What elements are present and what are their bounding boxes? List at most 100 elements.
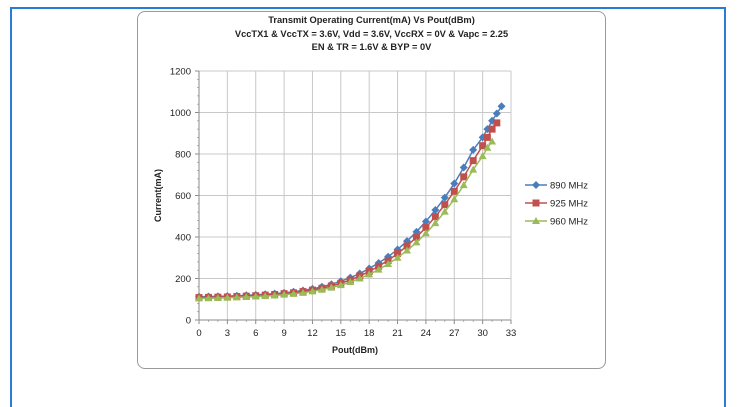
data-point xyxy=(469,157,477,165)
x-tick-label: 30 xyxy=(477,328,488,339)
data-point xyxy=(327,283,336,291)
legend: 890 MHz 925 MHz 960 MHz xyxy=(525,181,588,228)
data-point xyxy=(213,294,222,302)
data-point xyxy=(479,142,487,150)
series-line xyxy=(198,122,498,299)
data-point xyxy=(365,270,374,278)
y-tick-label: 200 xyxy=(175,274,191,285)
data-point xyxy=(289,289,298,297)
data-point xyxy=(459,181,468,189)
x-tick-label: 15 xyxy=(336,328,347,339)
data-point xyxy=(299,288,307,296)
series-line xyxy=(198,141,493,300)
data-point xyxy=(270,291,279,299)
data-point xyxy=(431,206,440,215)
data-point xyxy=(393,253,402,261)
data-point xyxy=(440,207,449,215)
data-point xyxy=(261,292,270,300)
x-tick-label: 0 xyxy=(196,328,201,339)
legend-item: 890 MHz xyxy=(525,181,588,192)
data-point xyxy=(497,102,506,111)
x-tick-label: 24 xyxy=(421,328,432,339)
data-point xyxy=(450,187,458,195)
data-point xyxy=(421,229,430,237)
data-point xyxy=(493,119,501,127)
data-point xyxy=(441,201,449,209)
x-tick-label: 9 xyxy=(281,328,286,339)
data-point xyxy=(412,238,421,246)
legend-marker xyxy=(532,181,540,189)
legend-marker xyxy=(532,199,540,207)
x-tick-label: 33 xyxy=(506,328,517,339)
data-point xyxy=(460,173,468,181)
legend-item: 960 MHz xyxy=(525,217,588,228)
data-point xyxy=(403,242,411,250)
legend-label: 960 MHz xyxy=(550,217,588,228)
data-point xyxy=(346,278,355,286)
data-point xyxy=(317,285,326,293)
data-point xyxy=(459,163,468,172)
data-point xyxy=(242,292,251,300)
data-point xyxy=(483,133,491,141)
data-point xyxy=(412,233,420,241)
y-tick-label: 600 xyxy=(175,191,191,202)
data-point xyxy=(403,246,411,254)
chart-svg: 0 3 6 9 12 15 18 21 24 27 30 33 0 200 400 600 800 1000 12… xyxy=(153,67,588,356)
data-point xyxy=(355,274,364,282)
data-point xyxy=(308,287,317,295)
data-point xyxy=(469,165,478,173)
x-tick-label: 27 xyxy=(449,328,460,339)
series-960-mhz xyxy=(195,137,497,302)
y-axis-label: Current(mA) xyxy=(153,169,163,222)
data-point xyxy=(450,179,459,188)
series-group xyxy=(195,102,506,302)
legend-item: 925 MHz xyxy=(525,199,588,210)
x-tick-label: 3 xyxy=(225,328,230,339)
x-tick-labels: 0 3 6 9 12 15 18 21 24 27 30 33 xyxy=(196,328,516,339)
data-point xyxy=(374,265,383,273)
data-point xyxy=(431,213,439,221)
x-axis-label: Pout(dBm) xyxy=(332,345,378,355)
x-tick-label: 21 xyxy=(392,328,403,339)
data-point xyxy=(488,125,496,133)
data-point xyxy=(469,145,478,154)
x-tick-label: 6 xyxy=(253,328,258,339)
y-tick-labels: 0 200 400 600 800 1000 1200 xyxy=(170,67,191,327)
y-tick-label: 400 xyxy=(175,233,191,244)
chart-title-line-2: VccTX1 & VccTX = 3.6V, Vdd = 3.6V, VccRX… xyxy=(234,28,509,39)
x-tick-label: 18 xyxy=(364,328,375,339)
data-point xyxy=(422,223,430,231)
data-point xyxy=(223,293,232,301)
data-point xyxy=(492,109,501,118)
y-tick-label: 800 xyxy=(175,150,191,161)
page-frame xyxy=(10,7,726,407)
legend-label: 925 MHz xyxy=(550,199,588,210)
data-point xyxy=(195,294,203,302)
data-point xyxy=(440,193,449,202)
data-point xyxy=(280,290,289,298)
data-point xyxy=(478,152,487,160)
data-point xyxy=(251,292,260,300)
data-point xyxy=(450,195,459,203)
data-point xyxy=(394,250,402,258)
data-point xyxy=(488,137,497,145)
data-point xyxy=(232,293,241,301)
data-point xyxy=(336,281,345,289)
y-tick-label: 1000 xyxy=(170,108,191,119)
series-890-mhz xyxy=(195,102,506,301)
data-point xyxy=(204,294,213,302)
y-tick-label: 1200 xyxy=(170,67,191,78)
gridlines xyxy=(199,70,512,320)
data-point xyxy=(384,259,393,267)
data-point xyxy=(431,219,440,227)
legend-marker xyxy=(532,217,540,224)
data-point xyxy=(421,217,430,226)
chart-title-line-3: EN & TR = 1.6V & BYP = 0V xyxy=(311,42,432,52)
x-tick-label: 12 xyxy=(307,328,318,339)
axes xyxy=(195,70,512,324)
chart-title: Transmit Operating Current(mA) Vs Pout(d… xyxy=(137,14,606,55)
data-point xyxy=(483,143,492,151)
chart-title-line-1: Transmit Operating Current(mA) Vs Pout(d… xyxy=(268,15,475,25)
y-tick-label: 0 xyxy=(186,316,191,327)
legend-label: 890 MHz xyxy=(550,181,588,192)
